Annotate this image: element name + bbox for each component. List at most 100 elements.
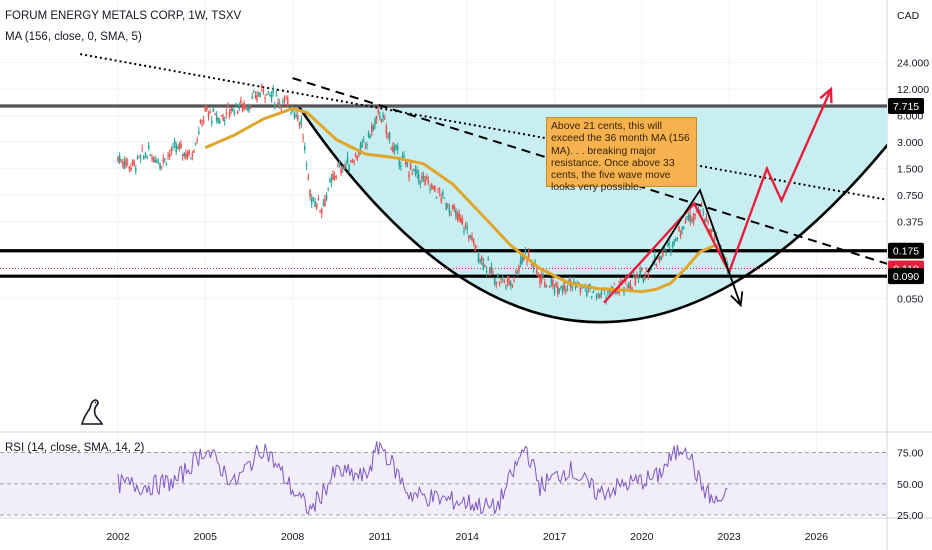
- price-candle: [411, 173, 414, 175]
- price-candle: [480, 256, 483, 262]
- price-candle: [689, 214, 692, 222]
- price-candle: [249, 107, 252, 109]
- price-candle: [130, 168, 132, 171]
- price-candle: [579, 287, 582, 292]
- price-candle: [400, 165, 402, 168]
- price-candle: [535, 269, 538, 274]
- ma-line: [204, 107, 716, 294]
- price-candle: [660, 255, 662, 260]
- price-candle: [351, 161, 354, 163]
- price-candle: [377, 109, 380, 114]
- price-candle: [181, 154, 184, 157]
- price-candle: [409, 163, 412, 170]
- price-candle: [340, 168, 342, 174]
- price-candle: [708, 228, 711, 234]
- price-candle: [285, 98, 287, 100]
- price-candle: [700, 203, 703, 205]
- price-candle: [458, 212, 460, 221]
- price-candle: [501, 277, 504, 279]
- price-candle: [532, 266, 535, 268]
- price-label-badge: [888, 98, 924, 114]
- horizontal-levels: [0, 104, 887, 278]
- price-candle: [333, 176, 336, 179]
- price-candle: [461, 218, 464, 225]
- price-candle: [269, 94, 271, 97]
- ma-indicator-label[interactable]: MA (156, close, 0, SMA, 5): [5, 31, 142, 43]
- price-candle: [707, 221, 709, 224]
- price-candle: [687, 214, 690, 221]
- price-candle: [383, 118, 386, 120]
- price-candle: [212, 108, 215, 112]
- price-candle: [305, 164, 308, 166]
- price-candle: [328, 181, 331, 183]
- price-candle: [435, 196, 438, 199]
- price-candle: [359, 144, 362, 150]
- price-candle: [346, 156, 349, 164]
- price-candle: [160, 166, 163, 168]
- price-candle: [244, 105, 247, 107]
- price-candle: [644, 275, 646, 278]
- price-candle: [595, 295, 598, 298]
- price-candle: [126, 163, 129, 165]
- price-candle: [315, 204, 318, 209]
- currency-label: CAD: [897, 10, 920, 22]
- price-candle: [246, 107, 249, 110]
- price-candle: [670, 250, 672, 252]
- price-candle: [539, 276, 541, 284]
- price-candle: [540, 273, 543, 281]
- price-candle: [310, 197, 313, 205]
- price-candle: [521, 256, 523, 264]
- price-candle: [443, 197, 446, 199]
- price-candle: [254, 95, 257, 98]
- price-candle: [674, 239, 677, 241]
- price-candle: [392, 146, 394, 153]
- price-candle: [337, 165, 339, 167]
- price-candle: [317, 198, 320, 200]
- price-candle: [497, 274, 499, 278]
- price-candle: [240, 100, 242, 104]
- price-candle: [492, 273, 494, 275]
- price-candle: [225, 112, 228, 115]
- price-candle: [128, 166, 131, 169]
- price-candle: [167, 154, 169, 156]
- price-candle: [354, 153, 357, 157]
- annotation-note[interactable]: Above 21 cents, this will exceed the 36 …: [546, 117, 697, 193]
- price-candle: [468, 235, 470, 239]
- price-candle: [290, 112, 292, 114]
- price-candle: [469, 234, 472, 237]
- price-candle: [214, 113, 216, 115]
- price-candle: [120, 159, 123, 161]
- price-candle: [159, 163, 161, 169]
- price-candle: [657, 258, 659, 260]
- price-candle: [550, 278, 553, 285]
- price-candle: [645, 270, 648, 272]
- price-candle: [393, 145, 396, 152]
- projection-arrows: [603, 86, 833, 308]
- price-candle: [404, 160, 407, 165]
- price-candle: [673, 240, 675, 246]
- rsi-indicator-label[interactable]: RSI (14, close, SMA, 14, 2): [5, 442, 145, 454]
- price-axis: CAD24.00012.0006.0003.0001.5000.7500.375…: [888, 10, 929, 522]
- price-candle: [636, 274, 638, 278]
- price-candle: [472, 239, 475, 244]
- price-candle: [274, 104, 276, 107]
- price-candle: [642, 276, 645, 282]
- time-tick-label: 2026: [805, 531, 829, 543]
- price-candle: [280, 108, 283, 110]
- rsi-tick-label: 75.00: [897, 448, 923, 460]
- price-candle: [154, 159, 156, 163]
- rsi-line: [117, 441, 728, 515]
- price-candle: [395, 145, 397, 148]
- price-candle: [571, 286, 574, 289]
- price-candle: [147, 145, 150, 149]
- price-candle: [607, 291, 609, 293]
- price-candle: [705, 216, 708, 221]
- price-candle: [117, 157, 119, 162]
- price-candle: [298, 122, 301, 127]
- price-candle: [374, 119, 376, 125]
- price-candle: [264, 97, 266, 100]
- price-candle: [302, 137, 304, 139]
- price-candle: [678, 226, 680, 232]
- price-candle: [524, 249, 527, 252]
